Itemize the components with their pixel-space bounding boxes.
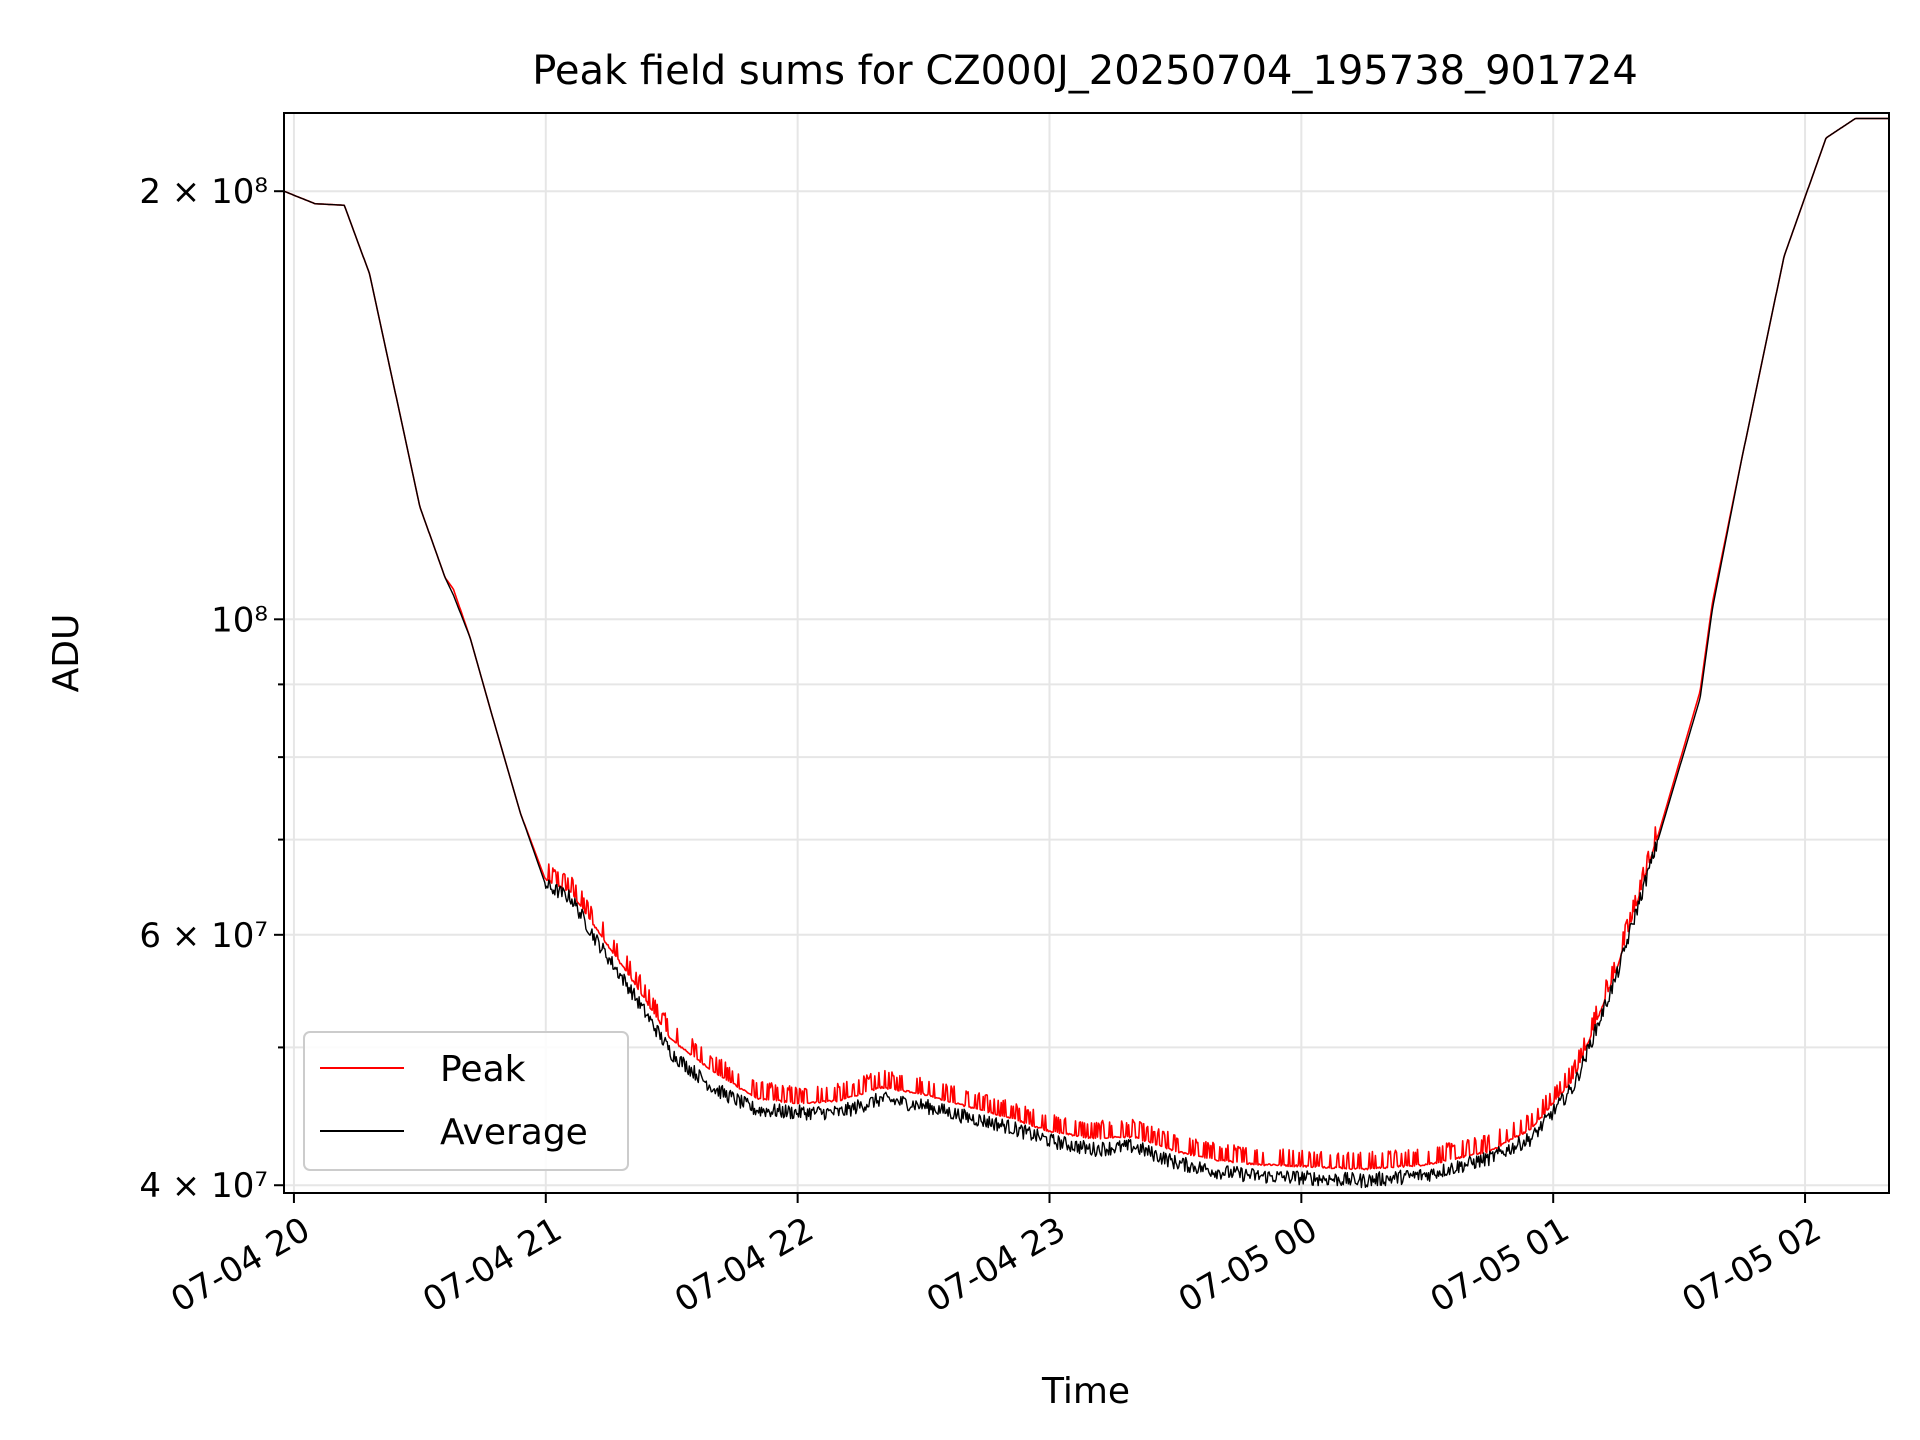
chart-title: Peak field sums for CZ000J_20250704_1957… bbox=[532, 48, 1638, 94]
y-axis-label: ADU bbox=[46, 614, 87, 693]
series-group bbox=[283, 117, 1889, 1189]
legend-label-peak: Peak bbox=[440, 1049, 526, 1090]
legend-box bbox=[303, 1031, 629, 1171]
y-tick-label: 10⁸ bbox=[211, 600, 268, 640]
y-tick-label: 4 × 10⁷ bbox=[139, 1166, 268, 1206]
series-line-average bbox=[283, 117, 1889, 1189]
x-axis-label: Time bbox=[1041, 1371, 1130, 1412]
legend: Peak Average bbox=[303, 1031, 629, 1171]
legend-label-average: Average bbox=[440, 1112, 588, 1153]
y-tick-label: 2 × 10⁸ bbox=[139, 172, 268, 212]
y-axis: 4 × 10⁷ 6 × 10⁷ 10⁸ 2 × 10⁸ bbox=[139, 172, 284, 1206]
plot-area-frame bbox=[283, 112, 1890, 1194]
y-tick-label: 6 × 10⁷ bbox=[139, 916, 268, 956]
grid bbox=[284, 113, 1889, 1193]
